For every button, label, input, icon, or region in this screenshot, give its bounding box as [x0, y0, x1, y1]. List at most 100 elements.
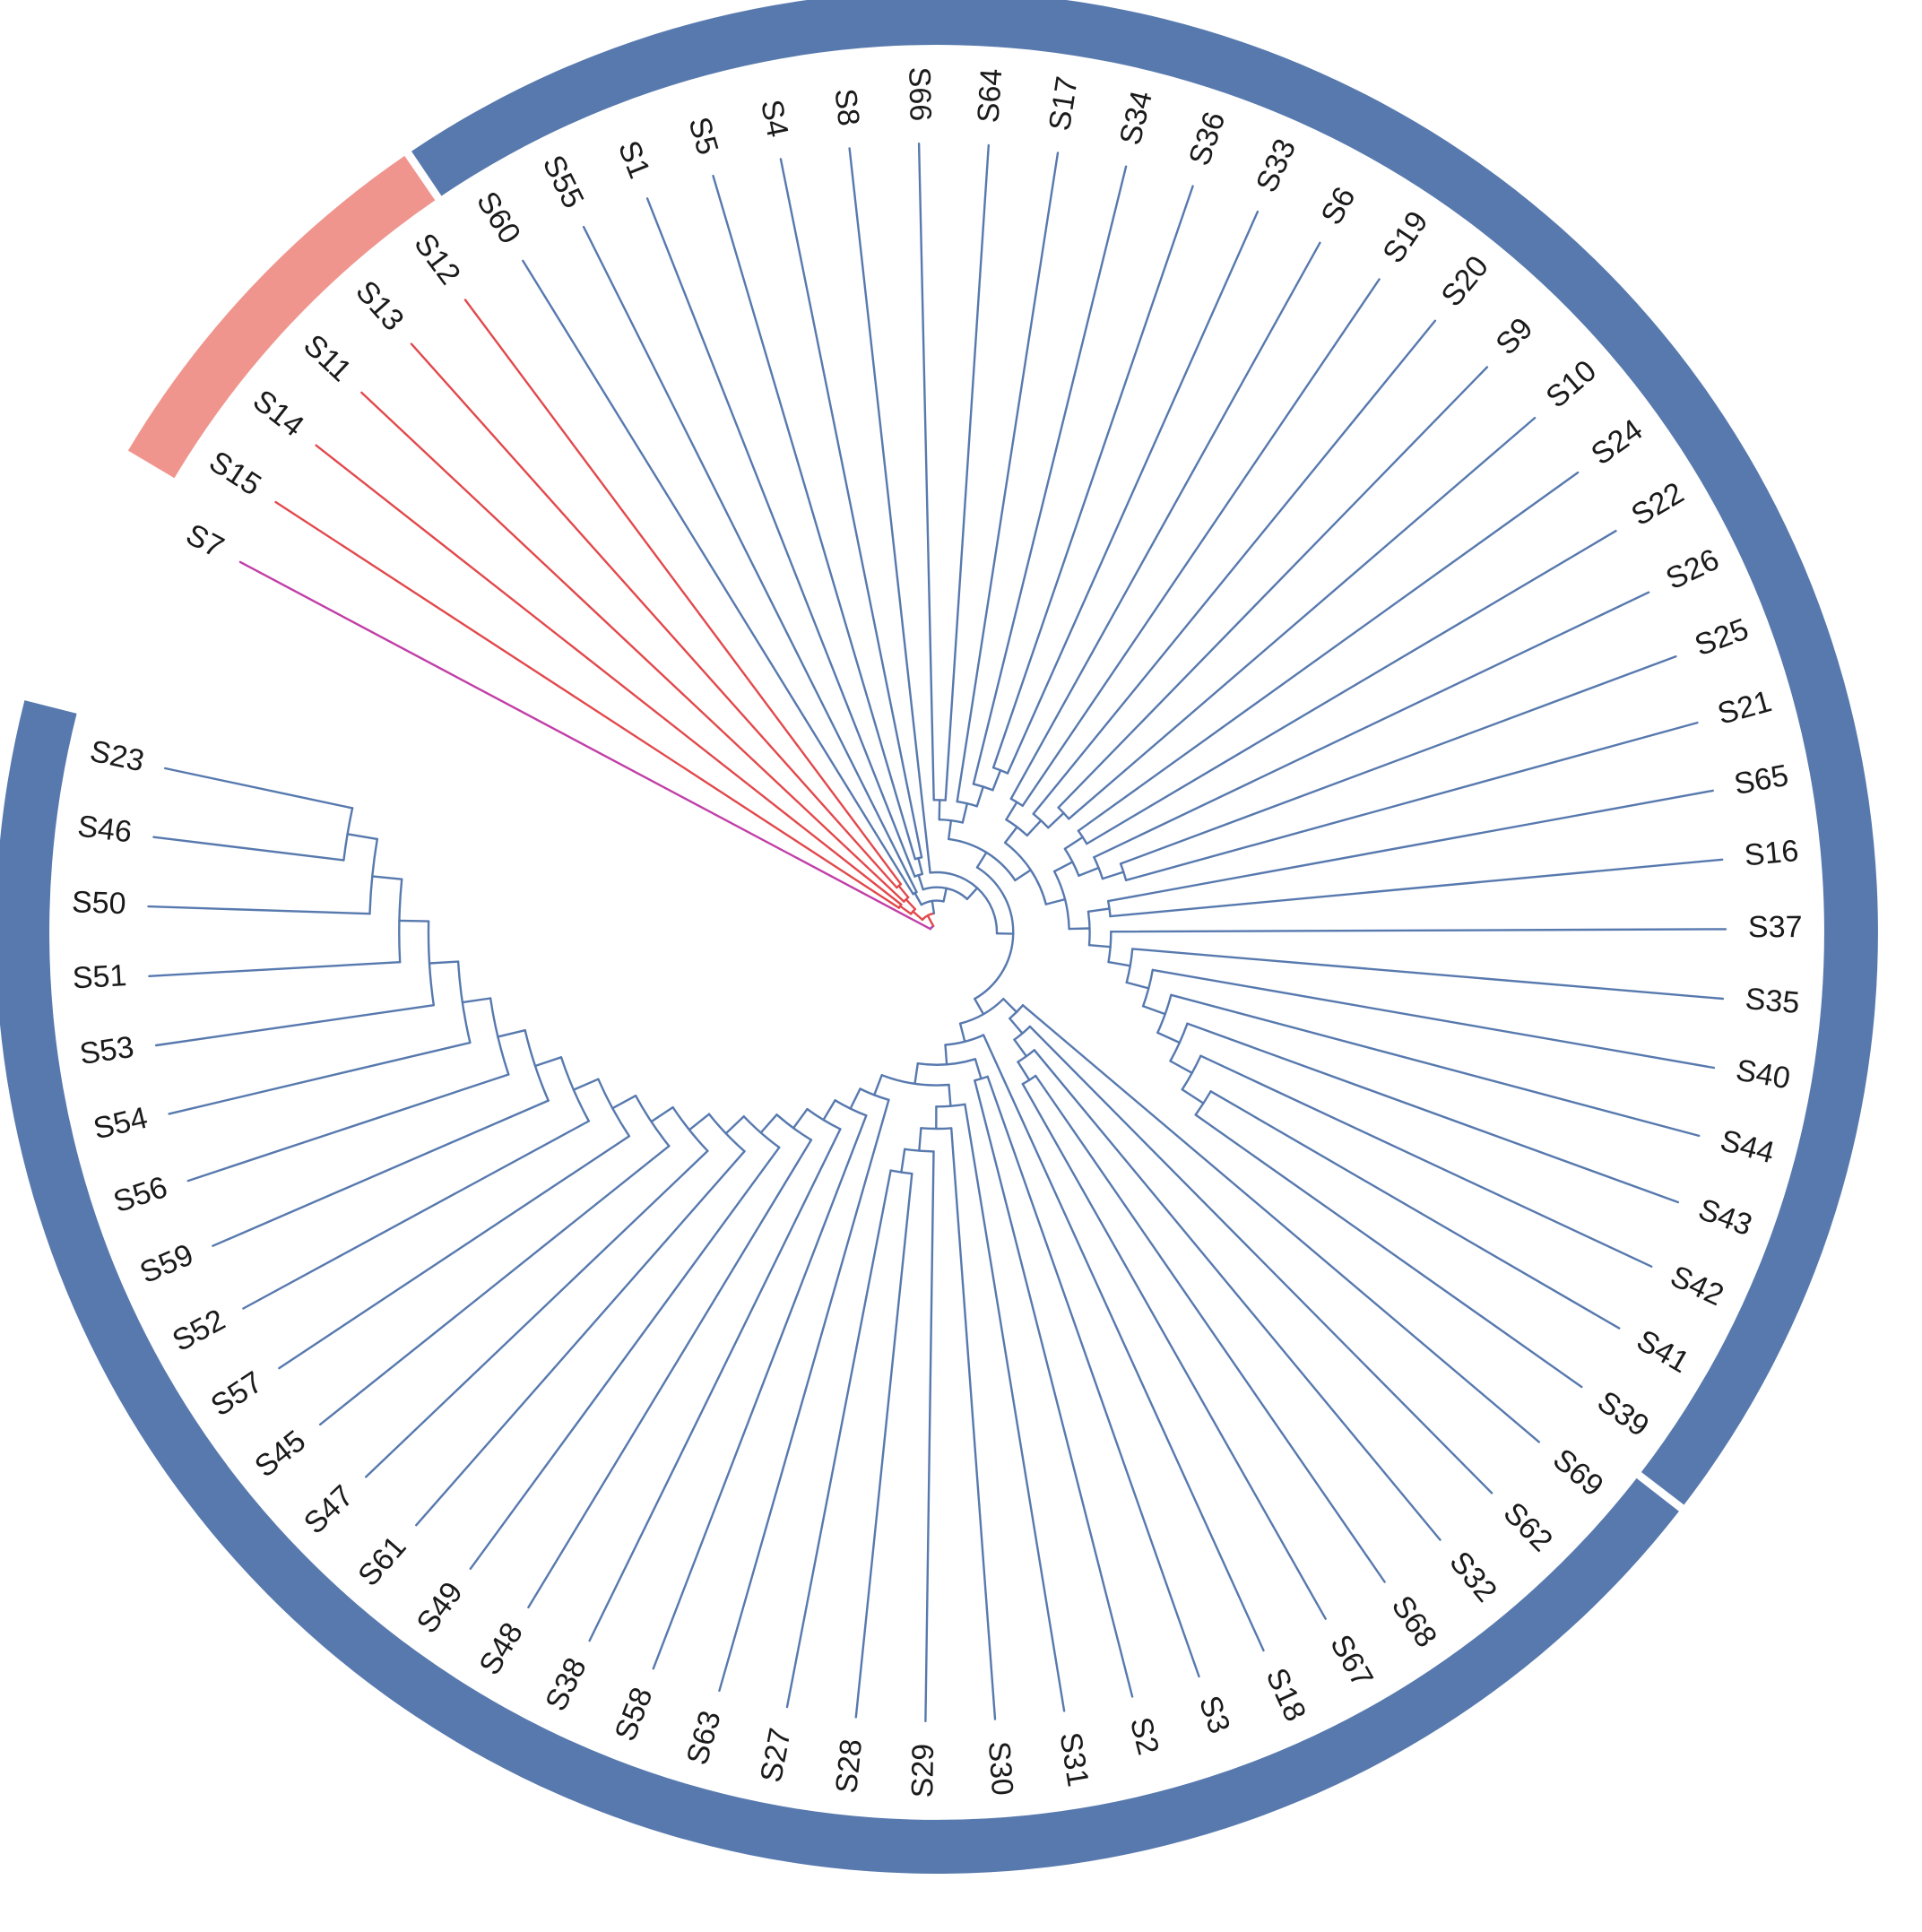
branch-S50: [147, 905, 371, 915]
branch-n-s65: [1068, 927, 1091, 931]
branch-S4: [779, 158, 923, 859]
branch-S53: [154, 1003, 435, 1047]
branch-n-s6a: [1005, 801, 1018, 821]
branch-S45: [318, 1145, 671, 1426]
branch-n-s17: [961, 802, 969, 824]
branch-S1: [645, 197, 916, 878]
branch-n-s56: [497, 1028, 526, 1038]
branch-S31: [964, 1103, 1066, 1712]
branch-n-s1: [917, 873, 924, 891]
branch-n-s66: [938, 799, 941, 821]
branch-n-s32: [1013, 1038, 1028, 1058]
branch-S37: [1110, 928, 1727, 933]
branch-arc-n-rest: [929, 871, 999, 935]
branch-n-s69: [1002, 997, 1018, 1014]
leaf-label-s53: S53: [77, 1030, 135, 1071]
branch-S28: [854, 1172, 913, 1719]
branch-n-bottom: [974, 997, 985, 1016]
branch-S20: [1032, 319, 1437, 815]
branch-S3: [986, 1075, 1200, 1678]
branch-S48: [527, 1139, 813, 1609]
leaf-label-s30: S30: [982, 1740, 1019, 1797]
leaf-label-s4: S4: [754, 97, 794, 140]
branch-arc-n-s57: [597, 1078, 631, 1138]
branch-S65: [1106, 789, 1714, 903]
branch-n-s3: [944, 1044, 948, 1066]
branch-arc-n-low: [1052, 870, 1070, 931]
branch-n-core: [942, 887, 948, 903]
branch-arc-n-s53: [427, 920, 435, 1007]
branch-S51: [148, 960, 402, 978]
branch-arc-n-s59: [524, 1029, 550, 1102]
branch-n-right: [975, 851, 988, 869]
branch-n-s24: [1052, 861, 1074, 873]
branch-arc-n-s52: [559, 1056, 590, 1122]
branch-S63: [718, 1098, 890, 1693]
branch-blue-main: [931, 899, 936, 914]
branch-S33: [1006, 210, 1260, 775]
branch-S5: [712, 174, 916, 861]
branch-S18: [982, 1034, 1265, 1652]
branch-S61: [415, 1149, 746, 1527]
branch-n-s9: [1047, 811, 1065, 829]
branch-n-s53: [428, 960, 460, 965]
branch-n-s42: [1169, 1060, 1193, 1075]
branch-S40: [1151, 968, 1716, 1070]
branch-S16: [1109, 858, 1724, 918]
branch-n-s50: [371, 875, 403, 880]
branch-S19: [1021, 278, 1381, 807]
branch-arc-n-s3: [916, 1058, 977, 1066]
branch-n-mid: [1014, 869, 1033, 882]
branch-n-s26: [1078, 866, 1100, 877]
branch-n-s3a: [974, 1058, 983, 1080]
leaf-label-s16: S16: [1743, 834, 1800, 872]
branch-S11: [360, 391, 905, 903]
leaf-label-s66: S66: [902, 66, 937, 121]
branch-n-s57: [611, 1094, 637, 1110]
branch-S56: [186, 1073, 510, 1183]
branch-n-s49: [759, 1113, 778, 1134]
branch-n-s52: [572, 1078, 600, 1091]
branch-S64: [944, 143, 991, 801]
branch-n-s51: [398, 919, 430, 923]
branch-S27: [785, 1169, 892, 1709]
branch-S44: [1170, 993, 1701, 1138]
leaf-label-s29: S29: [905, 1744, 940, 1798]
branch-S36: [991, 185, 1194, 769]
branch-S30: [949, 1127, 997, 1720]
branch-S25: [1119, 655, 1677, 865]
branch-S68: [1035, 1074, 1386, 1583]
branch-n-s63: [873, 1073, 883, 1096]
branch-n-s28: [900, 1148, 906, 1174]
leaf-label-s28: S28: [829, 1737, 869, 1795]
branch-n-s43: [1156, 1031, 1182, 1044]
branch-n-s29: [918, 1127, 922, 1152]
branch-arc-n-s51: [398, 878, 403, 964]
branch-n-s40: [1125, 981, 1150, 990]
branch-n-red-b: [905, 898, 916, 911]
branch-n-s59: [533, 1056, 563, 1068]
branch-arc-n-left: [880, 1074, 950, 1087]
branch-n-s65a: [1087, 907, 1111, 913]
branch-S41: [1209, 1090, 1621, 1330]
branch-S14: [315, 444, 903, 906]
group-ring: [0, 0, 1878, 1874]
leaf-label-s50: S50: [71, 885, 126, 921]
branch-arc-n-s30: [920, 1127, 953, 1131]
leaf-label-s17: S17: [1043, 74, 1085, 134]
branch-n-s34: [975, 785, 985, 808]
branch-S60: [522, 259, 914, 896]
group-ring-blue-right: [411, 0, 1878, 1505]
branch-S39: [1194, 1113, 1583, 1389]
branch-S23: [163, 767, 354, 810]
branch-S55: [582, 225, 918, 894]
branch-n-s31: [948, 1083, 952, 1107]
branch-S43: [1186, 1022, 1680, 1204]
branch-S38: [588, 1128, 842, 1642]
branch-n-s60: [913, 891, 923, 906]
leaf-label-s37: S37: [1748, 910, 1803, 944]
branch-n-s18: [958, 1022, 966, 1044]
branch-S58: [652, 1114, 868, 1670]
branch-S24: [1077, 471, 1580, 832]
branch-n-s45: [650, 1105, 674, 1123]
